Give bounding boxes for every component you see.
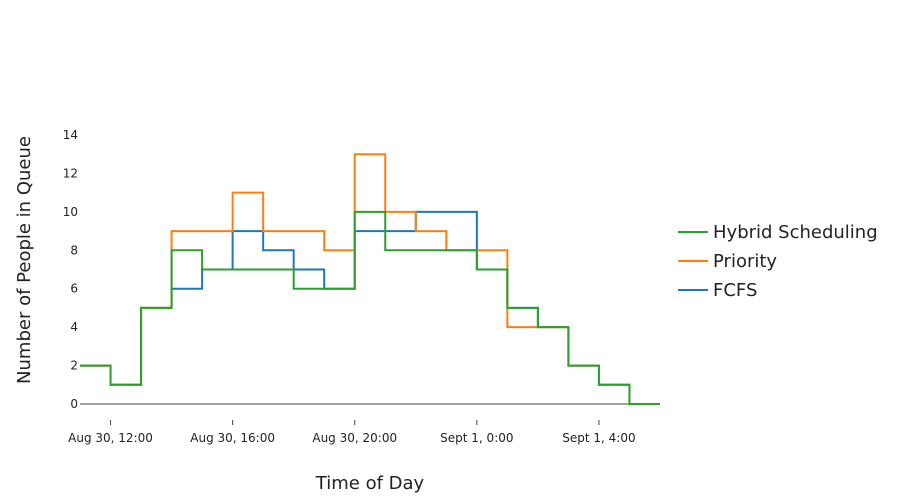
legend-item[interactable]: Priority xyxy=(678,251,777,272)
legend-label: Priority xyxy=(713,251,777,272)
y-tick-label: 10 xyxy=(63,205,78,219)
y-axis-title: Number of People in Queue xyxy=(14,136,35,384)
series-line-hybrid-scheduling[interactable] xyxy=(80,210,660,405)
legend-item[interactable]: FCFS xyxy=(678,280,757,301)
x-tick-label: Aug 30, 16:00 xyxy=(190,431,275,445)
legend[interactable]: Hybrid Scheduling Priority FCFS xyxy=(678,222,878,301)
y-tick-label: 8 xyxy=(70,243,78,257)
y-axis-ticks: 0 2 4 6 8 10 12 14 xyxy=(63,128,78,411)
legend-label: Hybrid Scheduling xyxy=(713,222,878,243)
series-layer xyxy=(80,153,660,405)
legend-label: FCFS xyxy=(713,280,757,301)
x-tick-label: Sept 1, 0:00 xyxy=(440,431,513,445)
x-tick-label: Aug 30, 12:00 xyxy=(68,431,153,445)
y-tick-label: 2 xyxy=(70,359,78,373)
x-tick-label: Sept 1, 4:00 xyxy=(562,431,635,445)
y-tick-label: 14 xyxy=(63,128,78,142)
legend-item[interactable]: Hybrid Scheduling xyxy=(678,222,878,243)
x-axis-title: Time of Day xyxy=(315,473,425,494)
y-tick-label: 0 xyxy=(70,397,78,411)
y-tick-label: 4 xyxy=(70,320,78,334)
y-tick-label: 6 xyxy=(70,282,78,296)
x-tick-label: Aug 30, 20:00 xyxy=(312,431,397,445)
y-tick-label: 12 xyxy=(63,166,78,180)
x-axis-ticks: Aug 30, 12:00 Aug 30, 16:00 Aug 30, 20:00 S… xyxy=(68,420,636,445)
